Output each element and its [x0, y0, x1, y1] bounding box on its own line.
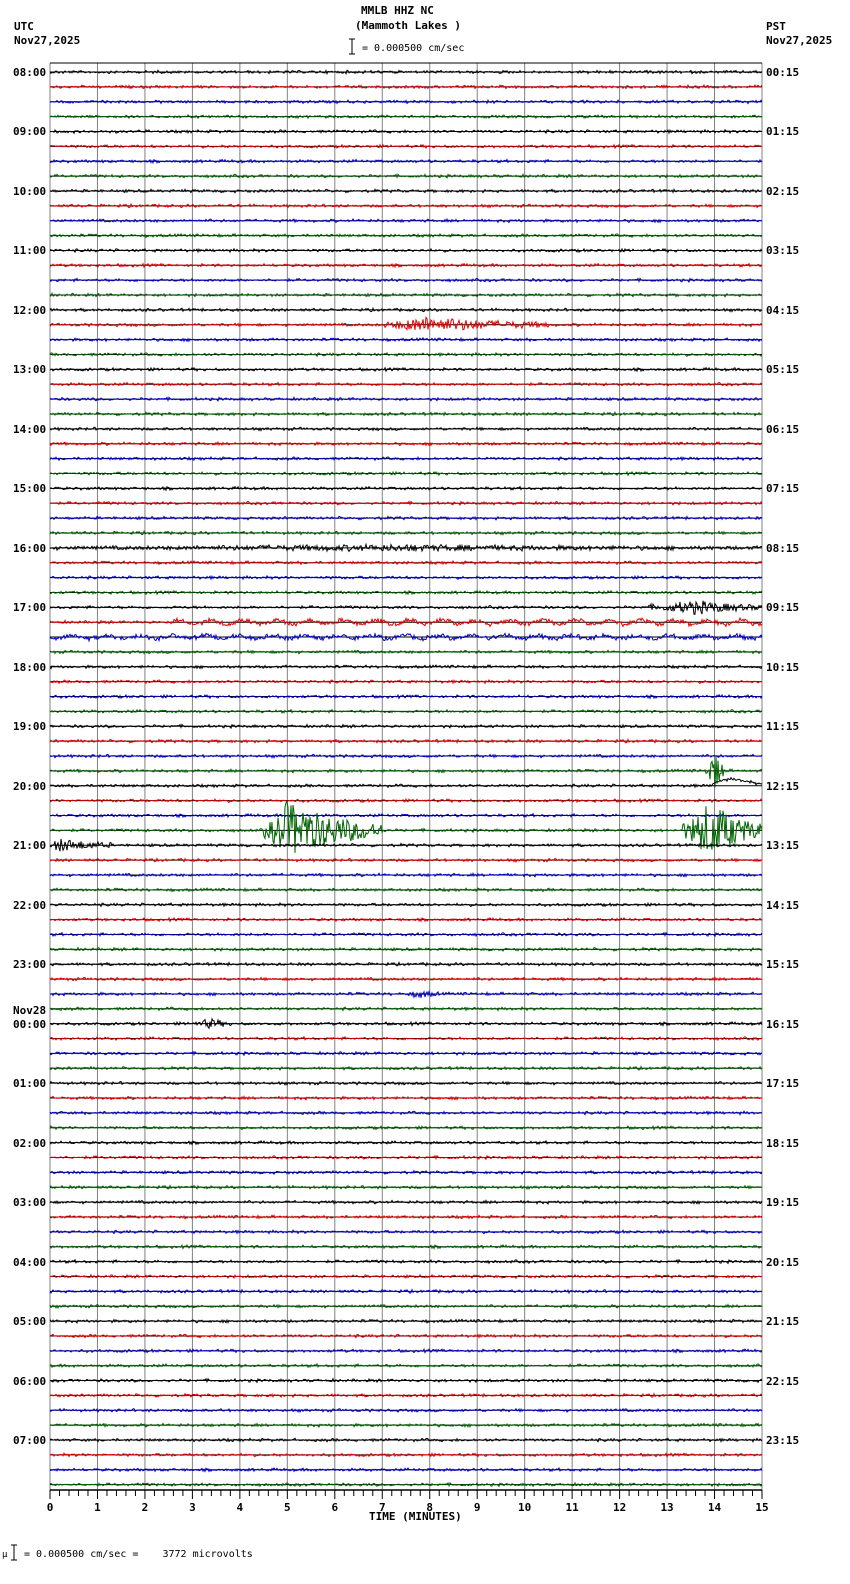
scale-bar-icon: [349, 38, 355, 55]
x-tick-label: 5: [284, 1501, 291, 1514]
pst-time-label: 13:15: [766, 839, 800, 853]
x-tick-label: 11: [566, 1501, 580, 1514]
utc-time-label: 10:00: [13, 184, 47, 198]
pst-time-label: 00:15: [766, 66, 800, 79]
x-tick-label: 4: [237, 1501, 244, 1514]
date-change-label: Nov28: [13, 1003, 47, 1017]
x-tick-label: 2: [142, 1501, 149, 1514]
utc-time-label: 22:00: [13, 898, 47, 912]
scale-text: = 0.000500 cm/sec: [362, 43, 465, 54]
pst-time-label: 19:15: [766, 1196, 800, 1210]
pst-time-label: 21:15: [766, 1315, 800, 1329]
x-tick-label: 6: [331, 1501, 338, 1514]
x-tick-label: 9: [474, 1501, 481, 1514]
pst-time-label: 07:15: [766, 482, 800, 496]
pst-time-label: 23:15: [766, 1434, 800, 1448]
utc-time-label: 03:00: [13, 1196, 47, 1210]
x-tick-label: 13: [660, 1501, 673, 1514]
x-tick-label: 3: [189, 1501, 196, 1514]
pst-time-label: 20:15: [766, 1255, 800, 1269]
x-tick-label: 10: [518, 1501, 531, 1514]
utc-time-label: 06:00: [13, 1374, 47, 1388]
pst-time-label: 22:15: [766, 1374, 800, 1388]
x-tick-label: 15: [755, 1501, 768, 1514]
pst-time-label: 12:15: [766, 779, 800, 793]
right-date: Nov27,2025: [766, 34, 833, 47]
utc-time-label: 11:00: [13, 244, 47, 258]
pst-time-label: 18:15: [766, 1136, 800, 1150]
footer-scale-bar-icon: [11, 1544, 17, 1561]
footer-mark: μ: [2, 1550, 8, 1560]
utc-time-label: 08:00: [13, 66, 47, 79]
x-axis-label: TIME (MINUTES): [369, 1510, 462, 1523]
footer-scale-text: = 0.000500 cm/sec = 3772 microvolts: [24, 1549, 253, 1560]
pst-time-label: 04:15: [766, 303, 800, 317]
utc-time-label: 23:00: [13, 958, 47, 972]
utc-time-label: 14:00: [13, 422, 47, 436]
utc-time-label: 05:00: [13, 1315, 47, 1329]
utc-time-label: 20:00: [13, 779, 47, 793]
utc-time-label: 19:00: [13, 720, 47, 734]
utc-time-label: 00:00: [13, 1017, 47, 1031]
pst-time-label: 01:15: [766, 125, 800, 139]
utc-time-label: 18:00: [13, 660, 47, 674]
utc-time-label: 17:00: [13, 601, 47, 615]
utc-time-label: 01:00: [13, 1077, 47, 1091]
left-date: Nov27,2025: [14, 34, 81, 47]
station-title: MMLB HHZ NC: [361, 4, 434, 17]
utc-time-label: 02:00: [13, 1136, 47, 1150]
right-timezone: PST: [766, 20, 786, 33]
pst-time-label: 05:15: [766, 363, 800, 377]
x-tick-label: 0: [47, 1501, 54, 1514]
pst-time-label: 15:15: [766, 958, 800, 972]
utc-time-label: 09:00: [13, 125, 47, 139]
utc-time-label: 04:00: [13, 1255, 47, 1269]
pst-time-label: 02:15: [766, 184, 800, 198]
utc-time-label: 16:00: [13, 541, 47, 555]
pst-time-label: 08:15: [766, 541, 800, 555]
utc-time-label: 12:00: [13, 303, 47, 317]
utc-time-label: 15:00: [13, 482, 47, 496]
x-tick-label: 12: [613, 1501, 626, 1514]
station-location: (Mammoth Lakes ): [355, 19, 461, 32]
left-timezone: UTC: [14, 20, 34, 33]
pst-time-label: 14:15: [766, 898, 800, 912]
x-tick-label: 8: [426, 1501, 433, 1514]
pst-time-label: 16:15: [766, 1017, 800, 1031]
pst-time-label: 06:15: [766, 422, 800, 436]
pst-time-label: 09:15: [766, 601, 800, 615]
pst-time-label: 17:15: [766, 1077, 800, 1091]
pst-time-label: 03:15: [766, 244, 800, 258]
utc-time-label: 21:00: [13, 839, 47, 853]
pst-time-label: 10:15: [766, 660, 800, 674]
utc-time-label: 13:00: [13, 363, 47, 377]
x-tick-label: 7: [379, 1501, 386, 1514]
utc-time-label: 07:00: [13, 1434, 47, 1448]
x-tick-label: 1: [94, 1501, 101, 1514]
x-tick-label: 14: [708, 1501, 722, 1514]
pst-time-label: 11:15: [766, 720, 800, 734]
